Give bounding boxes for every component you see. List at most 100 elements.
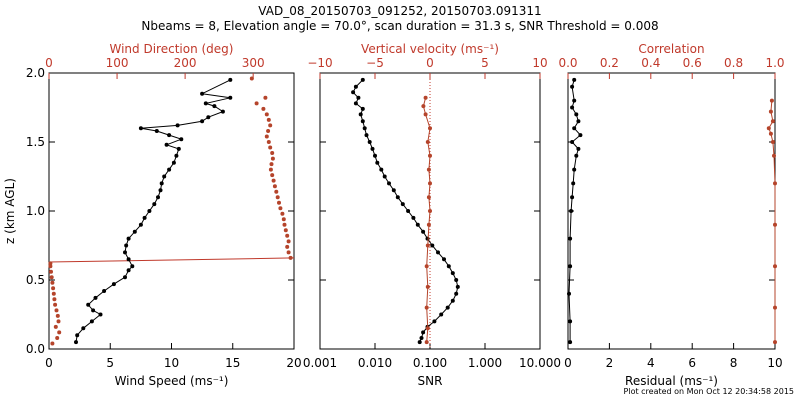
- correlation-panel-xlabel: Residual (ms⁻¹): [625, 374, 718, 388]
- wind-direction-point: [51, 286, 56, 291]
- snr-point: [450, 298, 455, 303]
- wind-panel-top-tick-label: 200: [174, 56, 197, 70]
- wind-panel-ytick-label: 1.5: [26, 135, 45, 149]
- wind-panel-ytick-label: 0.5: [26, 273, 45, 287]
- wind-speed-point: [200, 91, 205, 96]
- snr-point: [454, 291, 459, 296]
- velocity-panel-top-tick-label: −5: [366, 56, 384, 70]
- snr-point: [455, 284, 460, 289]
- correlation-point: [768, 131, 773, 136]
- correlation-point: [768, 109, 773, 114]
- wind-direction-point: [268, 123, 273, 128]
- wind-panel-xtick-label: 10: [164, 356, 179, 370]
- correlation-panel-xtick-label: 10: [767, 356, 782, 370]
- wind-speed-point: [142, 215, 147, 220]
- correlation-panel-xtick-label: 8: [730, 356, 738, 370]
- wind-direction-point: [266, 140, 271, 144]
- velocity-panel-xtick-label: 0.100: [413, 356, 447, 370]
- residual-point: [572, 167, 577, 172]
- wind-speed-point: [174, 153, 179, 158]
- wind-speed-point: [167, 167, 172, 172]
- residual-point: [568, 319, 573, 324]
- correlation-point: [773, 181, 777, 186]
- correlation-panel-top-tick-label: 0.6: [683, 56, 702, 70]
- vertical-velocity-point: [421, 104, 426, 109]
- vertical-velocity-point: [424, 305, 429, 310]
- snr-point: [358, 112, 363, 117]
- wind-direction-point: [268, 145, 273, 150]
- snr-point: [432, 319, 437, 324]
- wind-direction-point: [50, 341, 55, 346]
- wind-speed-point: [206, 115, 211, 120]
- wind-direction-point: [280, 211, 285, 216]
- correlation-point: [773, 264, 777, 269]
- correlation-point: [773, 305, 777, 310]
- snr-point: [411, 215, 416, 220]
- wind-speed-point: [81, 326, 86, 331]
- residual-point: [570, 105, 575, 110]
- wind-panel-frame: [48, 72, 295, 350]
- wind-direction-point: [264, 134, 269, 139]
- wind-direction-point: [285, 233, 290, 238]
- snr-point: [417, 340, 422, 345]
- snr-point: [400, 202, 405, 207]
- snr-line: [352, 79, 459, 343]
- plot-credit: Plot created on Mon Oct 12 20:34:58 2015: [623, 387, 794, 396]
- wind-direction-point: [49, 269, 53, 274]
- wind-direction-point: [272, 184, 277, 189]
- wind-speed-point: [159, 181, 164, 186]
- wind-speed-point: [176, 146, 181, 151]
- velocity-panel-xlabel: SNR: [418, 374, 443, 388]
- wind-direction-point: [263, 95, 268, 100]
- vertical-velocity-point: [425, 284, 430, 289]
- wind-speed-point: [167, 133, 172, 138]
- residual-point: [576, 119, 581, 124]
- wind-speed-point: [91, 308, 96, 313]
- wind-direction-point: [55, 336, 60, 340]
- wind-speed-point: [203, 101, 208, 106]
- wind-direction-point: [270, 156, 275, 161]
- wind-speed-point: [126, 257, 131, 262]
- snr-point: [353, 84, 358, 89]
- correlation-panel-frame: [567, 72, 776, 350]
- wind-direction-point: [264, 112, 269, 117]
- wind-direction-point: [270, 173, 275, 178]
- wind-panel-top-tick-label: 300: [242, 56, 265, 70]
- correlation-panel-top-tick-label: 0.4: [641, 56, 660, 70]
- correlation-point: [766, 126, 771, 131]
- residual-point: [570, 140, 575, 144]
- wind-speed-point: [200, 119, 205, 124]
- snr-point: [382, 174, 387, 179]
- wind-direction-point: [254, 101, 259, 106]
- wind-speed-point: [171, 160, 176, 165]
- wind-direction-point: [277, 200, 281, 205]
- wind-speed-point: [74, 340, 78, 345]
- wind-speed-point: [179, 137, 184, 142]
- vertical-velocity-point: [426, 167, 431, 172]
- wind-direction-point: [53, 302, 58, 307]
- wind-panel-ytick-label: 2.0: [26, 66, 45, 80]
- residual-point: [570, 84, 575, 89]
- vertical-velocity-point: [425, 140, 430, 144]
- wind-speed-point: [138, 222, 143, 227]
- wind-panel-top-label: Wind Direction (deg): [110, 42, 234, 56]
- chart-title: VAD_08_20150703_091252, 20150703.091311: [258, 4, 542, 18]
- wind-speed-point: [130, 264, 135, 269]
- snr-point: [450, 271, 455, 276]
- snr-point: [395, 195, 400, 200]
- wind-direction-point: [286, 239, 291, 244]
- wind-direction-point: [266, 129, 271, 133]
- snr-point: [356, 95, 361, 100]
- wind-speed-point: [123, 275, 127, 280]
- snr-point: [421, 330, 426, 335]
- residual-point: [572, 77, 577, 82]
- snr-point: [364, 133, 369, 138]
- snr-point: [421, 229, 426, 234]
- wind-direction-point: [286, 250, 291, 255]
- wind-panel-xtick-label: 15: [225, 356, 240, 370]
- wind-speed-point: [126, 236, 131, 241]
- wind-direction-point: [48, 261, 53, 266]
- wind-speed-point: [102, 289, 107, 293]
- wind-direction-point: [288, 255, 293, 260]
- wind-speed-point: [93, 295, 98, 300]
